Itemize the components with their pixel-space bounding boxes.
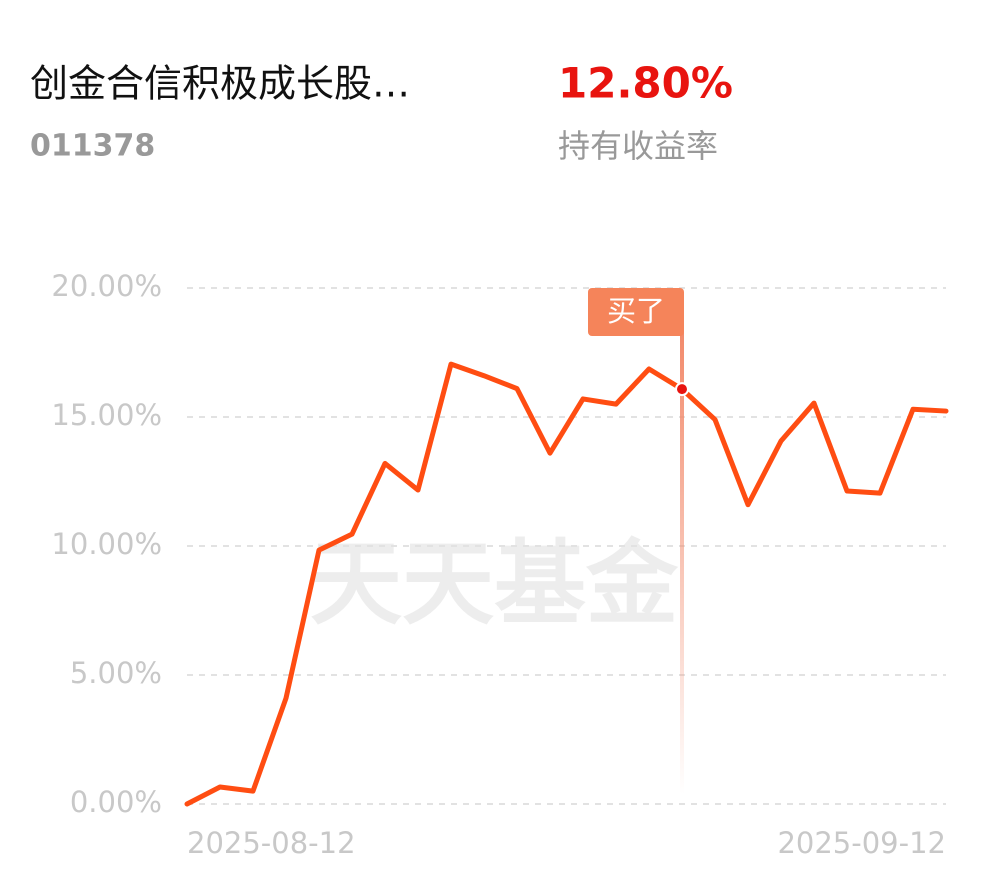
y-tick-label: 20.00% (51, 269, 162, 303)
y-tick-label: 15.00% (51, 398, 162, 432)
holding-return: 12.80% (558, 59, 733, 108)
buy-marker-line (680, 328, 684, 794)
y-tick-label: 10.00% (51, 527, 162, 561)
buy-marker-box (588, 288, 684, 336)
buy-marker-label: 买了 (607, 294, 665, 328)
watermark: 天天基金 (310, 530, 679, 637)
x-tick-label: 2025-08-12 (187, 826, 356, 860)
fund-code: 011378 (30, 129, 155, 164)
x-tick-label: 2025-09-12 (777, 826, 946, 860)
y-tick-label: 5.00% (70, 656, 162, 690)
buy-point (675, 382, 689, 397)
y-tick-label: 0.00% (70, 785, 162, 819)
fund-name: 创金合信积极成长股… (30, 62, 410, 106)
holding-return-label: 持有收益率 (558, 127, 718, 165)
line-series (184, 361, 949, 807)
